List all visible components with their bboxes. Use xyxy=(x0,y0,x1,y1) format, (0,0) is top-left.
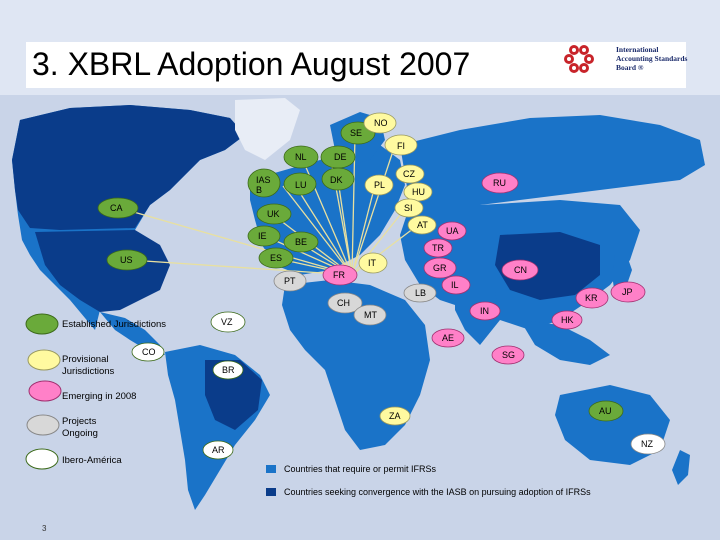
legend-established-swatch xyxy=(25,313,59,335)
legend-require-swatch xyxy=(266,465,276,473)
label-jp: JP xyxy=(622,287,633,297)
logo-text: International Accounting Standards Board… xyxy=(616,45,688,72)
provisional-bubbles xyxy=(358,112,437,274)
label-uk: UK xyxy=(267,209,280,219)
label-ca: CA xyxy=(110,203,123,213)
label-dk: DK xyxy=(330,175,343,185)
label-at: AT xyxy=(417,220,428,230)
legend-ibero-label: Ibero-América xyxy=(62,455,122,466)
label-ru: RU xyxy=(493,178,506,188)
label-pl: PL xyxy=(374,180,386,190)
label-ua: UA xyxy=(446,226,459,236)
nz-bubble xyxy=(630,433,666,455)
established-bubbles xyxy=(97,121,376,271)
russia-shape xyxy=(400,115,705,210)
label-tr: TR xyxy=(432,243,444,253)
label-es: ES xyxy=(270,253,283,263)
page-number: 3 xyxy=(42,524,47,533)
label-nz: NZ xyxy=(641,439,653,449)
label-cz: CZ xyxy=(403,169,415,179)
greenland-shape xyxy=(235,98,300,160)
legend-converge-label: Countries seeking convergence with the I… xyxy=(284,487,591,497)
usa-shape xyxy=(35,230,170,312)
projects-bubbles xyxy=(273,270,437,326)
label-fr: FR xyxy=(333,270,345,280)
label-br: BR xyxy=(222,365,235,375)
label-us: US xyxy=(120,255,133,265)
ibero-bubbles xyxy=(131,311,246,460)
label-mt: MT xyxy=(364,310,377,320)
legend-converge-swatch xyxy=(266,488,276,496)
southeast-asia-shape xyxy=(520,320,610,365)
label-au: AU xyxy=(599,406,612,416)
label-za: ZA xyxy=(389,411,401,421)
label-no: NO xyxy=(374,118,388,128)
label-pt: PT xyxy=(284,276,296,286)
legend-emerging-swatch xyxy=(28,380,62,402)
label-ch: CH xyxy=(337,298,350,308)
label-si: SI xyxy=(404,203,413,213)
label-fi: FI xyxy=(397,141,405,151)
label-be: BE xyxy=(295,237,308,247)
emerging-bubbles xyxy=(322,172,646,365)
slide-title: 3. XBRL Adoption August 2007 xyxy=(32,46,471,82)
legend-require-label: Countries that require or permit IFRSs xyxy=(284,464,437,474)
label-co: CO xyxy=(142,347,156,357)
legend-established-label: Established Jurisdictions xyxy=(62,319,167,330)
label-ar: AR xyxy=(212,445,225,455)
iasb-logo-icon xyxy=(564,45,594,73)
label-se: SE xyxy=(350,128,363,138)
legend-provisional-label: Provisional Jurisdictions xyxy=(62,354,115,377)
label-ie: IE xyxy=(258,231,267,241)
label-de: DE xyxy=(334,152,347,162)
label-in: IN xyxy=(480,306,489,316)
label-ae: AE xyxy=(442,333,455,343)
label-cn: CN xyxy=(514,265,527,275)
label-lu: LU xyxy=(295,180,307,190)
za-bubble xyxy=(379,406,411,426)
legend-projects-swatch xyxy=(26,414,60,436)
legend-provisional-swatch xyxy=(27,349,61,371)
label-vz: VZ xyxy=(221,317,233,327)
canada-shape xyxy=(12,105,245,230)
label-il: IL xyxy=(451,280,459,290)
china-shape xyxy=(495,232,600,300)
label-lb: LB xyxy=(415,288,427,298)
label-sg: SG xyxy=(502,350,516,360)
label-hu: HU xyxy=(412,187,425,197)
new-zealand-shape xyxy=(672,450,690,485)
legend-emerging-label: Emerging in 2008 xyxy=(62,391,137,402)
label-iasb: IAS B xyxy=(256,175,271,195)
label-it: IT xyxy=(368,258,376,268)
label-hk: HK xyxy=(561,315,574,325)
legend-projects-label: Projects Ongoing xyxy=(62,416,98,439)
label-nl: NL xyxy=(295,152,307,162)
label-gr: GR xyxy=(433,263,447,273)
legend-ibero-swatch xyxy=(25,448,59,470)
au-bubble xyxy=(588,400,624,422)
label-kr: KR xyxy=(585,293,598,303)
